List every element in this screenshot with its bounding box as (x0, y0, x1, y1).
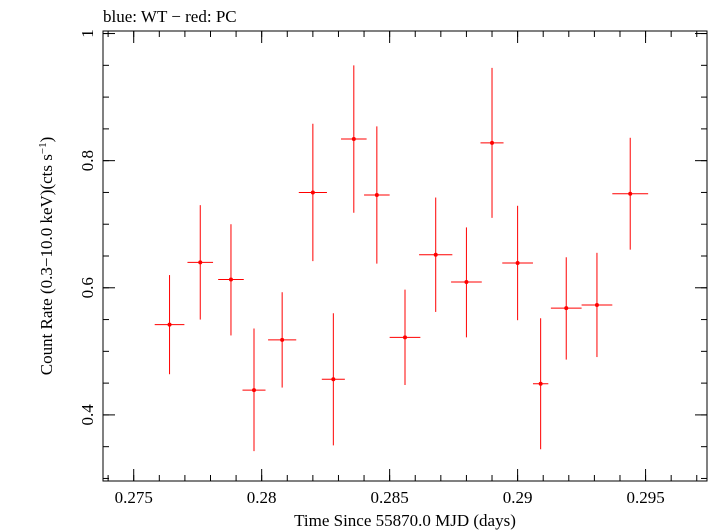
x-tick-label: 0.275 (115, 488, 153, 507)
data-point (502, 205, 533, 321)
data-point-marker (628, 191, 633, 196)
data-point (451, 227, 482, 338)
data-point-marker (594, 302, 599, 307)
data-point-marker (515, 260, 520, 265)
data-point (154, 275, 185, 375)
data-point-marker (280, 337, 285, 342)
data-point-marker (228, 277, 233, 282)
data-point-marker (464, 280, 469, 285)
x-tick-label: 0.29 (503, 488, 533, 507)
data-point (218, 224, 244, 336)
plot-frame (102, 30, 708, 482)
data-point (321, 313, 345, 446)
data-point (480, 67, 504, 218)
data-point (419, 197, 453, 312)
data-point-marker (490, 140, 495, 145)
x-axis-ticks: 0.275 0.28 0.285 0.29 0.295 (107, 31, 698, 507)
data-point-marker (564, 306, 569, 311)
data-point (612, 137, 649, 250)
data-point (364, 126, 390, 264)
data-point (389, 289, 421, 386)
data-point-marker (331, 377, 336, 382)
data-point-marker (433, 252, 438, 257)
data-point-marker (351, 137, 356, 142)
data-point (532, 318, 549, 450)
data-point (581, 252, 613, 358)
y-tick-label: 0.6 (78, 277, 97, 298)
y-axis-ticks: 0.4 0.6 0.8 1 (78, 29, 707, 479)
data-point-marker (310, 190, 315, 195)
y-axis-label-main: Count Rate (0.3−10.0 keV)(cts s (37, 154, 56, 375)
data-point (550, 257, 582, 360)
y-tick-label: 0.4 (78, 404, 97, 426)
data-point (298, 123, 327, 262)
data-point-marker (198, 260, 203, 265)
data-point-marker (167, 322, 172, 327)
x-tick-label: 0.285 (371, 488, 409, 507)
y-axis-label-superscript: −1 (37, 142, 49, 154)
y-axis-label: Count Rate (0.3−10.0 keV)(cts s−1) (37, 137, 56, 376)
y-axis-label-close: ) (37, 137, 56, 143)
x-tick-label: 0.295 (626, 488, 664, 507)
data-point (341, 65, 367, 213)
data-point-marker (252, 388, 256, 393)
data-point-marker (403, 335, 407, 340)
data-point (268, 292, 297, 388)
y-tick-label: 0.8 (78, 150, 97, 171)
data-point-marker (374, 192, 379, 197)
chart-title: blue: WT − red: PC (103, 7, 237, 26)
data-point-marker (538, 381, 543, 386)
data-point (242, 328, 266, 452)
x-axis-label: Time Since 55870.0 MJD (days) (294, 511, 516, 530)
y-tick-label: 1 (78, 29, 97, 38)
data-point (187, 205, 214, 320)
x-tick-label: 0.28 (247, 488, 277, 507)
data-series (154, 65, 649, 452)
